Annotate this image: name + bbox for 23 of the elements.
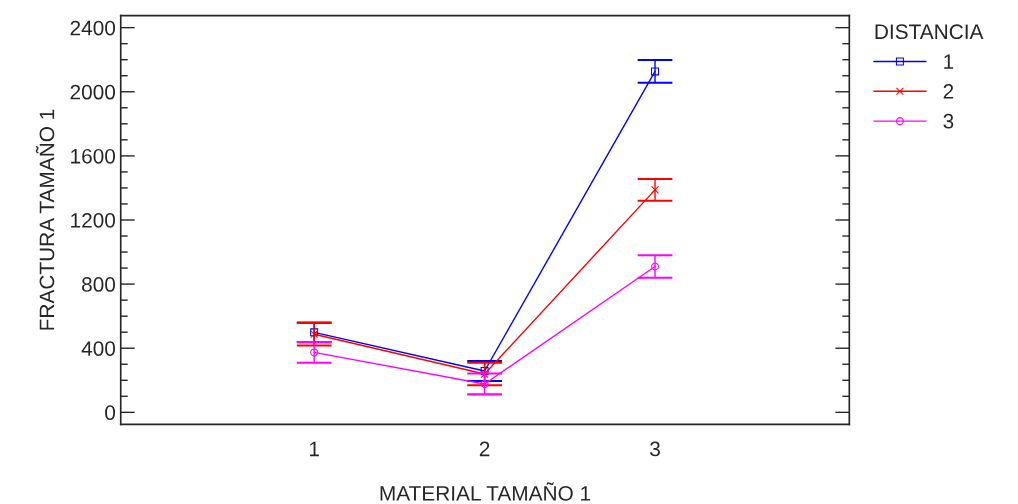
x-tick-label: 2 — [479, 441, 490, 457]
y-tick-label: 400 — [81, 341, 116, 356]
point — [480, 379, 489, 388]
y-tick-label: 800 — [82, 277, 116, 292]
x-tick-label: 3 — [650, 441, 660, 457]
point — [651, 67, 660, 76]
legend-label: 3 — [943, 113, 954, 129]
y-tick-label: 0 — [105, 405, 116, 421]
y-tick-label: 1200 — [71, 213, 116, 228]
legend-label: 2 — [943, 84, 954, 99]
y-tick-label: 2400 — [70, 20, 116, 36]
point — [651, 262, 660, 271]
y-tick-label: 2000 — [70, 84, 116, 100]
point — [480, 370, 489, 379]
x-tick-label: 1 — [309, 441, 319, 457]
point — [651, 185, 660, 194]
point — [310, 348, 319, 357]
legend-title: DISTANCIA — [875, 24, 984, 40]
point — [480, 367, 489, 375]
legend-label: 1 — [944, 54, 954, 69]
y-axis-title: FRACTURA TAMAÑO 1 — [35, 109, 55, 330]
y-tick-label: 1600 — [71, 148, 116, 164]
x-axis-title: MATERIAL TAMAÑO 1 — [380, 482, 591, 501]
